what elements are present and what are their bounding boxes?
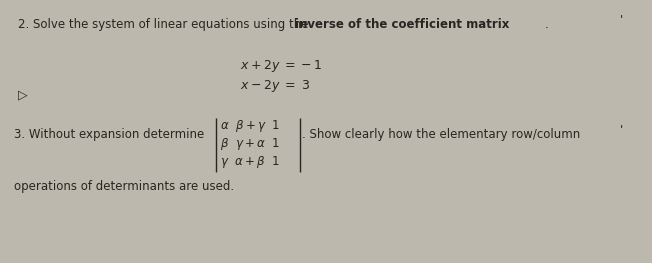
Text: .: . bbox=[545, 18, 549, 31]
Text: ': ' bbox=[620, 124, 623, 137]
Text: ': ' bbox=[620, 14, 623, 27]
Text: operations of determinants are used.: operations of determinants are used. bbox=[14, 180, 234, 193]
Text: $\beta \ \ \gamma+\alpha \ \ 1$: $\beta \ \ \gamma+\alpha \ \ 1$ bbox=[220, 136, 280, 152]
Text: . Show clearly how the elementary row/column: . Show clearly how the elementary row/co… bbox=[302, 128, 580, 141]
Text: ▷: ▷ bbox=[18, 88, 27, 101]
Text: 2. Solve the system of linear equations using the: 2. Solve the system of linear equations … bbox=[18, 18, 312, 31]
Text: inverse of the coefficient matrix: inverse of the coefficient matrix bbox=[295, 18, 509, 31]
Text: $x+2y \ = -1$: $x+2y \ = -1$ bbox=[240, 58, 322, 74]
Text: $x-2y \ = \  3$: $x-2y \ = \ 3$ bbox=[240, 78, 311, 94]
Text: $\alpha \ \ \beta+\gamma \ \ 1$: $\alpha \ \ \beta+\gamma \ \ 1$ bbox=[220, 118, 280, 134]
Text: 3. Without expansion determine: 3. Without expansion determine bbox=[14, 128, 204, 141]
Text: $\gamma \ \ \alpha+\beta \ \ 1$: $\gamma \ \ \alpha+\beta \ \ 1$ bbox=[220, 154, 280, 170]
